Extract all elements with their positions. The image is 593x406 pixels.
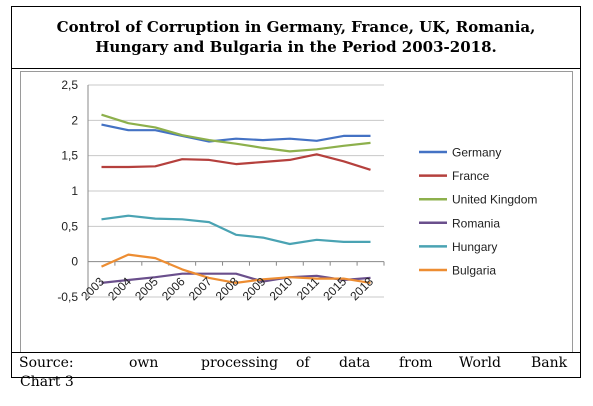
source-word: World <box>459 355 501 371</box>
y-tick-label: 2,5 <box>61 78 78 92</box>
source-word: processing <box>201 355 279 371</box>
legend-label: Germany <box>452 146 501 160</box>
legend-label: Bulgaria <box>452 264 496 278</box>
line-chart: -0,500,511,522,5200320042005200620072008… <box>57 78 537 304</box>
source-word: from <box>399 355 433 371</box>
y-tick-label: 0,5 <box>61 219 78 233</box>
y-tick-label: 1 <box>71 184 78 198</box>
series-line-hungary <box>101 214 371 246</box>
series-line-romania <box>101 272 371 284</box>
legend-label: United Kingdom <box>452 193 537 207</box>
table-frame <box>11 6 581 378</box>
source-word: Bank <box>531 355 568 371</box>
legend-label: Romania <box>452 216 500 230</box>
series-line-bulgaria <box>101 253 371 284</box>
source-word: of <box>296 355 310 371</box>
series-line-united-kingdom <box>101 113 371 153</box>
source-word: Source: <box>19 355 74 371</box>
y-tick-label: -0,5 <box>57 290 78 304</box>
legend-label: France <box>452 169 490 183</box>
legend-label: Hungary <box>452 240 497 254</box>
x-tick-label: 2004 <box>105 274 134 303</box>
series-line-france <box>101 153 371 171</box>
x-tick-label: 2003 <box>78 274 107 303</box>
chart-title: Control of Corruption in Germany, France… <box>11 6 581 69</box>
series-line-germany <box>101 123 371 143</box>
source-line: Source: own processing of data from World Bank <box>11 352 581 372</box>
y-tick-label: 2 <box>71 113 78 127</box>
y-tick-label: 1,5 <box>61 149 78 163</box>
chart-caption: Chart 3 <box>20 374 74 390</box>
chart-area: -0,5 0 0,5 1 1,5 2 2,5 2003 2004 2005 2006 2007 2008… <box>20 71 573 353</box>
source-word: own <box>129 355 159 371</box>
x-tick-label: 2006 <box>159 274 188 303</box>
source-word: data <box>339 355 371 371</box>
y-tick-label: 0 <box>71 255 78 269</box>
